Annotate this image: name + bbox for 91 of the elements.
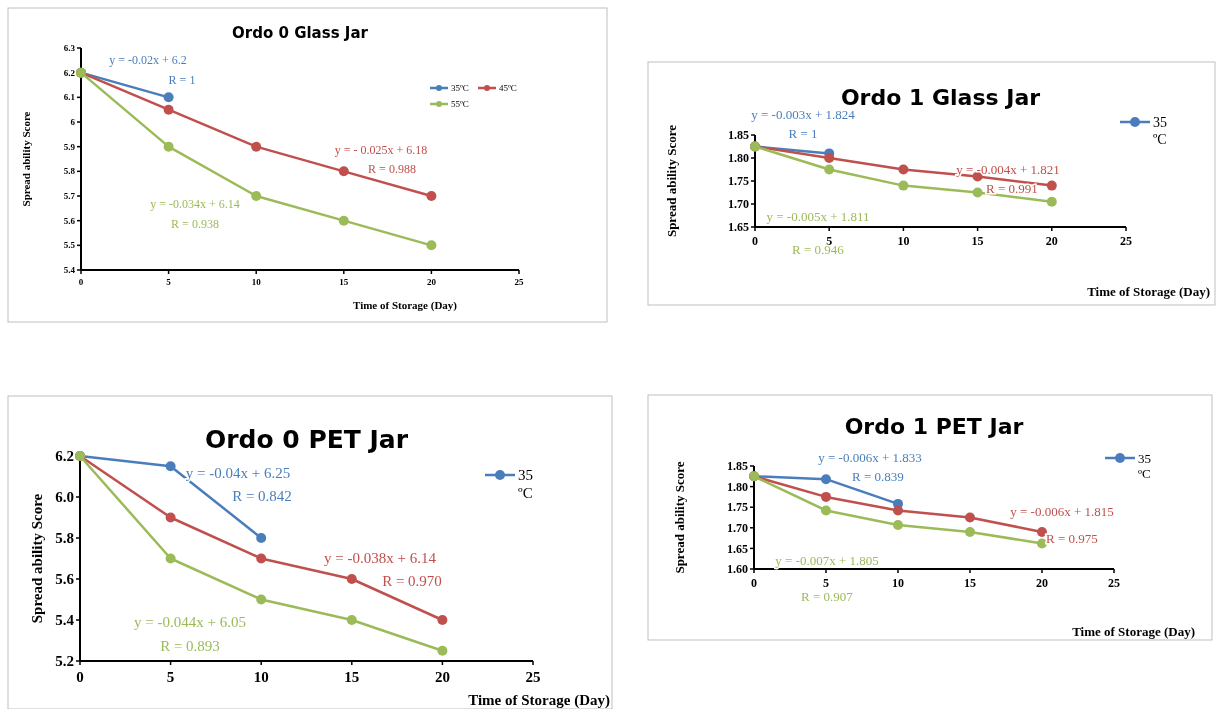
x-tick-label: 0 (752, 234, 758, 248)
x-tick-label: 15 (344, 669, 360, 685)
y-tick-label: 5.9 (63, 141, 76, 152)
x-tick-label: 15 (339, 277, 349, 287)
annotation: y = -0.044x + 6.05 (134, 614, 246, 630)
annotation: y = -0.006x + 1.815 (1010, 504, 1114, 519)
legend-label: 55ºC (451, 99, 469, 110)
y-axis-title: Spread ability Score (664, 124, 679, 238)
y-tick-label: 1.70 (727, 521, 748, 535)
x-tick-label: 25 (525, 669, 541, 685)
y-tick-label: 1.75 (728, 174, 749, 189)
x-tick-label: 0 (76, 669, 84, 685)
legend-label: 35 ºC (518, 467, 533, 502)
annotation: y = -0.034x + 6.14 (150, 197, 240, 211)
y-tick-label: 1.85 (728, 128, 749, 143)
x-axis-title: Time of Storage (Day) (468, 692, 610, 709)
annotation: R = 0.970 (382, 573, 442, 589)
x-tick-label: 20 (426, 277, 437, 287)
y-tick-label: 5.8 (55, 530, 74, 547)
x-tick-label: 20 (1045, 234, 1058, 248)
annotation: R = 0.893 (160, 638, 220, 654)
x-tick-label: 10 (892, 576, 904, 590)
y-tick-label: 5.5 (63, 240, 76, 251)
y-tick-label: 6.2 (63, 67, 76, 78)
y-tick-label: 6.0 (55, 489, 74, 506)
annotation: y = -0.004x + 1.821 (956, 162, 1060, 177)
annotation: R = 0.975 (1046, 531, 1098, 546)
y-axis-title: Spread ability Score (20, 111, 32, 207)
y-tick-label: 6.1 (63, 92, 76, 103)
x-tick-label: 5 (166, 277, 172, 287)
text: R = 0.907 (801, 589, 854, 604)
x-axis-title: Time of Storage (Day) (353, 299, 458, 312)
y-axis-title: Spread ability Score (29, 493, 45, 624)
annotation: y = -0.04x + 6.25 (185, 465, 291, 481)
text: y = -0.006x + 1.833 (818, 450, 922, 465)
y-tick-label: 5.4 (55, 612, 75, 629)
annotation: y = -0.02x + 6.2 (109, 53, 187, 67)
y-tick-label: 1.65 (727, 541, 748, 556)
y-tick-label: 5.4 (63, 265, 76, 276)
annotation: R = 1 (788, 126, 818, 141)
annotation: y = -0.038x + 6.14 (324, 550, 437, 566)
y-tick-label: 5.2 (55, 653, 74, 670)
x-tick-label: 0 (78, 277, 84, 287)
x-tick-label: 0 (751, 576, 757, 590)
x-tick-label: 5 (166, 669, 175, 685)
y-tick-label: 1.70 (728, 197, 749, 212)
y-tick-label: 1.85 (727, 459, 748, 474)
y-tick-label: 5.7 (63, 191, 76, 202)
annotation: R = 0.839 (852, 469, 904, 484)
annotation: R = 0.988 (368, 162, 416, 176)
legend-label: 35 ºC (1153, 114, 1167, 147)
chart-title: Ordo 0 PET Jar (204, 425, 409, 454)
x-axis-title: Time of Storage (Day) (1072, 624, 1195, 639)
x-tick-label: 25 (1108, 576, 1120, 590)
text: y = -0.003x + 1.824 (751, 107, 856, 122)
y-tick-label: 1.65 (728, 220, 749, 235)
x-axis-title: Time of Storage (Day) (1087, 284, 1210, 299)
x-tick-label: 10 (253, 669, 269, 685)
chart-title: Ordo 1 PET Jar (844, 414, 1024, 439)
chart-title: Ordo 0 Glass Jar (232, 24, 369, 42)
annotation: y = -0.005x + 1.811 (766, 209, 870, 224)
y-tick-label: 5.6 (55, 571, 75, 588)
x-tick-label: 10 (251, 277, 262, 287)
x-tick-label: 15 (971, 234, 984, 248)
x-tick-label: 15 (964, 576, 976, 590)
annotation: y = - 0.025x + 6.18 (334, 143, 428, 157)
x-tick-label: 5 (823, 576, 829, 590)
y-axis-title: Spread ability Score (672, 461, 687, 574)
x-tick-label: 10 (897, 234, 910, 248)
y-tick-label: 6.2 (55, 448, 74, 465)
y-tick-label: 6 (70, 117, 76, 128)
y-tick-label: 1.75 (727, 500, 748, 515)
y-tick-label: 1.60 (727, 562, 748, 577)
annotation: R = 1 (168, 73, 196, 87)
x-tick-label: 25 (1120, 234, 1132, 248)
legend-label: 35ºC (451, 83, 469, 94)
annotation: R = 0.842 (232, 488, 292, 504)
x-tick-label: 20 (434, 669, 450, 685)
annotation: y = -0.007x + 1.805 (775, 553, 879, 568)
x-tick-label: 20 (1036, 576, 1048, 590)
y-tick-label: 6.3 (63, 43, 76, 54)
annotation: R = 0.991 (986, 181, 1038, 196)
legend-label: 45ºC (499, 83, 517, 94)
y-tick-label: 1.80 (728, 151, 749, 166)
legend-label: 35 ºC (1138, 450, 1151, 482)
x-tick-label: 25 (514, 277, 524, 287)
y-tick-label: 1.80 (727, 479, 748, 494)
y-tick-label: 5.8 (63, 166, 76, 177)
y-tick-label: 5.6 (63, 215, 76, 226)
annotation: R = 0.938 (171, 217, 219, 231)
chart-title: Ordo 1 Glass Jar (840, 85, 1041, 110)
